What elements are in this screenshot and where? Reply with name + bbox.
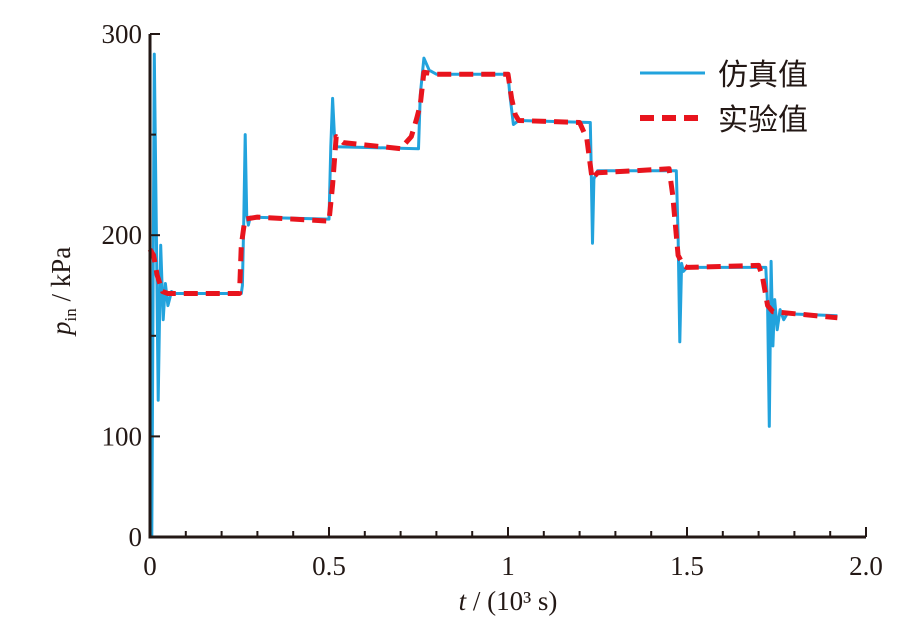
y-axis-subscript: in [61,308,80,322]
x-axis-var: t [459,586,468,616]
x-tick-label: 0.5 [312,551,346,581]
legend-label-2: 实验值 [718,104,808,137]
y-tick-label: 300 [102,19,143,49]
x-tick-label: 1.5 [670,551,704,581]
x-tick-label: 0 [143,551,157,581]
y-tick-label: 200 [102,220,143,250]
legend-label-1: 仿真值 [718,59,808,92]
x-axis-label: t / (10³ s) [459,586,558,616]
y-axis-unit: / kPa [46,247,76,309]
y-tick-label: 0 [129,522,143,552]
x-tick-label: 1 [501,551,515,581]
y-tick-label: 100 [102,421,143,451]
x-axis-unit: / (10³ s) [466,586,557,616]
y-axis-var: p [46,322,76,338]
y-axis-label: pin / kPa [46,247,80,337]
x-tick-label: 2.0 [849,551,883,581]
